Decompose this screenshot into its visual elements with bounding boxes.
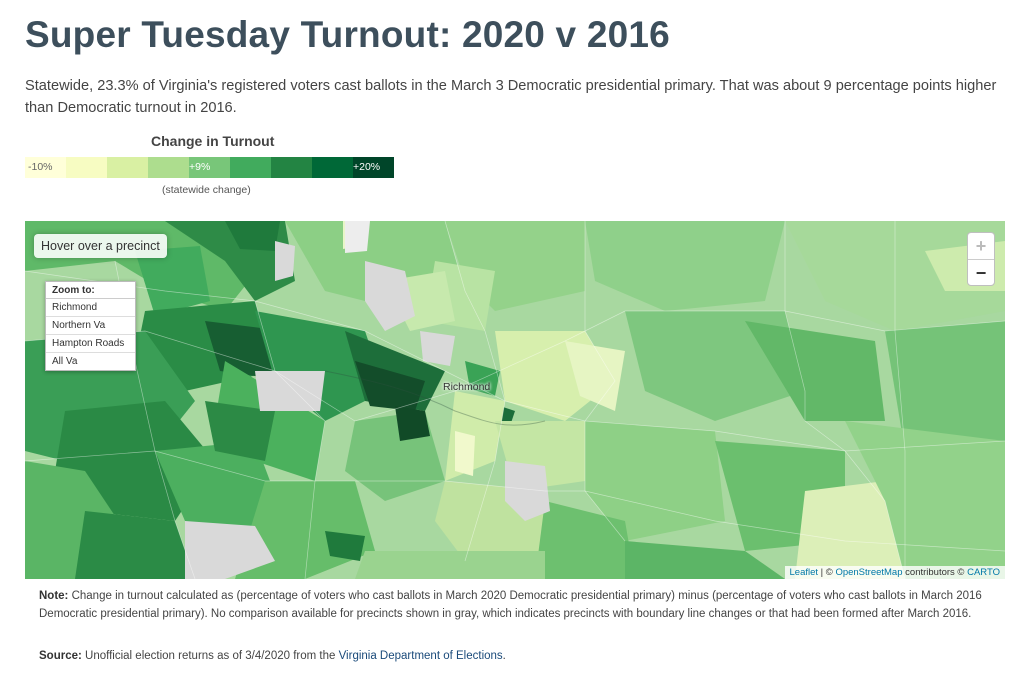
zoom-in-button[interactable]: + [975, 236, 987, 256]
zoom-to-header: Zoom to: [46, 282, 135, 299]
source-label: Source: [39, 650, 82, 662]
attribution-contrib: contributors © [902, 567, 968, 578]
zoom-to-hampton-roads[interactable]: Hampton Roads [46, 335, 135, 353]
note-label: Note: [39, 590, 69, 602]
legend-swatch [25, 157, 66, 178]
carto-link[interactable]: CARTO [967, 567, 1000, 578]
legend-swatch [353, 157, 394, 178]
zoom-to-northern-va[interactable]: Northern Va [46, 317, 135, 335]
legend-low-label: -10% [28, 161, 53, 173]
legend-mid-label: +9% [189, 161, 211, 173]
source-end: . [502, 650, 506, 662]
legend-swatch [66, 157, 107, 178]
zoom-out-button[interactable]: − [968, 259, 994, 285]
precinct-choropleth[interactable] [25, 221, 1005, 579]
legend-note: (statewide change) [162, 184, 251, 196]
hover-info-box: Hover over a precinct [34, 234, 167, 258]
legend-title: Change in Turnout [151, 133, 275, 149]
legend-swatch [189, 157, 230, 178]
source-line: Source: Unofficial election returns as o… [39, 650, 506, 662]
osm-link[interactable]: OpenStreetMap [835, 567, 903, 578]
legend-color-bar [25, 157, 394, 178]
precinct-map[interactable]: Hover over a precinct Zoom to: Richmond … [25, 221, 1005, 579]
leaflet-link[interactable]: Leaflet [789, 567, 819, 578]
legend-swatch [271, 157, 312, 178]
legend-swatch [148, 157, 189, 178]
methodology-note: Note: Change in turnout calculated as (p… [39, 587, 989, 623]
zoom-to-control: Zoom to: Richmond Northern Va Hampton Ro… [45, 281, 136, 371]
page-subtitle: Statewide, 23.3% of Virginia's registere… [25, 78, 997, 116]
attribution-sep: | © [818, 567, 836, 578]
map-zoom-control: + − [967, 232, 995, 286]
legend-swatch [312, 157, 353, 178]
map-city-label: Richmond [443, 381, 491, 393]
zoom-to-richmond[interactable]: Richmond [46, 299, 135, 317]
map-attribution: Leaflet | © OpenStreetMap contributors ©… [784, 566, 1005, 579]
elections-dept-link[interactable]: Virginia Department of Elections [338, 650, 503, 662]
page-title: Super Tuesday Turnout: 2020 v 2016 [25, 14, 670, 55]
legend-swatch [107, 157, 148, 178]
legend-high-label: +20% [353, 161, 381, 173]
source-text: Unofficial election returns as of 3/4/20… [81, 650, 339, 662]
note-text: Change in turnout calculated as (percent… [39, 590, 982, 620]
zoom-to-all-va[interactable]: All Va [52, 356, 78, 367]
legend-swatch [230, 157, 271, 178]
